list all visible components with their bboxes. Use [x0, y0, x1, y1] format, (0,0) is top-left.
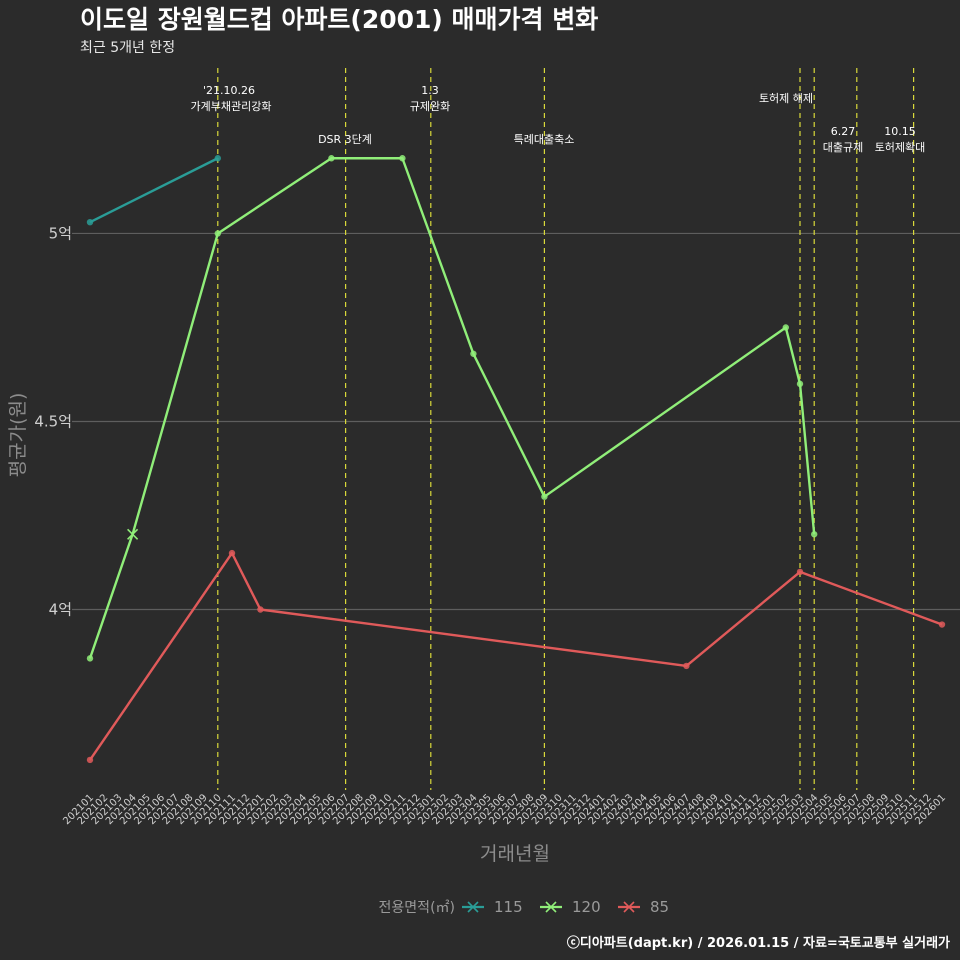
- event-annotation: 10.15: [884, 125, 916, 138]
- data-point: [86, 756, 94, 764]
- series-line-85: [89, 551, 943, 761]
- data-point: [228, 549, 236, 557]
- event-annotation: '21.10.26: [203, 84, 255, 97]
- y-axis: 4억 4.5억 5억: [34, 224, 72, 618]
- data-point: [782, 324, 789, 331]
- legend-label: 115: [494, 898, 523, 916]
- series-lines: [86, 155, 946, 764]
- chart-subtitle: 최근 5개년 한정: [80, 40, 175, 56]
- legend-item-120: 120: [540, 898, 601, 916]
- data-point: [86, 218, 94, 226]
- data-point: [257, 606, 264, 613]
- legend: 전용면적(㎡) 115 120 85: [379, 898, 670, 916]
- series-line-115: [89, 157, 219, 224]
- legend-title: 전용면적(㎡): [379, 900, 455, 916]
- event-annotation: 특례대출축소: [514, 133, 575, 146]
- y-gridlines: [72, 232, 960, 611]
- data-point: [399, 155, 406, 162]
- y-tick-label: 4억: [49, 601, 72, 619]
- data-point: [938, 621, 946, 628]
- data-point: [470, 350, 477, 357]
- data-point: [214, 155, 221, 162]
- data-point-x: [127, 528, 139, 540]
- data-point: [541, 493, 548, 500]
- data-point: [796, 568, 804, 576]
- event-annotation: 규제완화: [410, 100, 450, 113]
- legend-label: 85: [650, 898, 669, 916]
- x-axis-title: 거래년월: [480, 843, 550, 865]
- legend-label: 120: [572, 898, 601, 916]
- data-point: [214, 230, 221, 237]
- y-tick-label: 5억: [49, 224, 72, 242]
- series-line-120: [88, 157, 816, 659]
- legend-item-115: 115: [462, 898, 523, 916]
- x-axis: 2021012021022021032021042021052021062021…: [61, 792, 948, 827]
- event-annotation: 토허제확대: [875, 141, 926, 154]
- legend-item-85: 85: [618, 898, 669, 916]
- data-point: [796, 380, 804, 388]
- y-tick-label: 4.5억: [34, 412, 72, 430]
- data-point: [683, 662, 690, 670]
- event-annotation: DSR 3단계: [318, 133, 372, 146]
- data-point: [86, 655, 94, 662]
- event-annotation: 토허제 해제: [759, 91, 813, 105]
- data-point: [811, 531, 818, 538]
- data-point: [328, 155, 335, 162]
- event-annotation: 1.3: [421, 84, 439, 97]
- caption: ⓒ디아파트(dapt.kr) / 2026.01.15 / 자료=국토교통부 실…: [567, 935, 950, 951]
- event-annotation: 가계부채관리강화: [191, 100, 272, 113]
- event-annotation: 6.27: [831, 125, 856, 138]
- event-annotation: 대출규제: [823, 141, 863, 154]
- chart-title: 이도일 장원월드컵 아파트(2001) 매매가격 변화: [80, 5, 598, 34]
- y-axis-title: 평균가(원): [7, 393, 29, 478]
